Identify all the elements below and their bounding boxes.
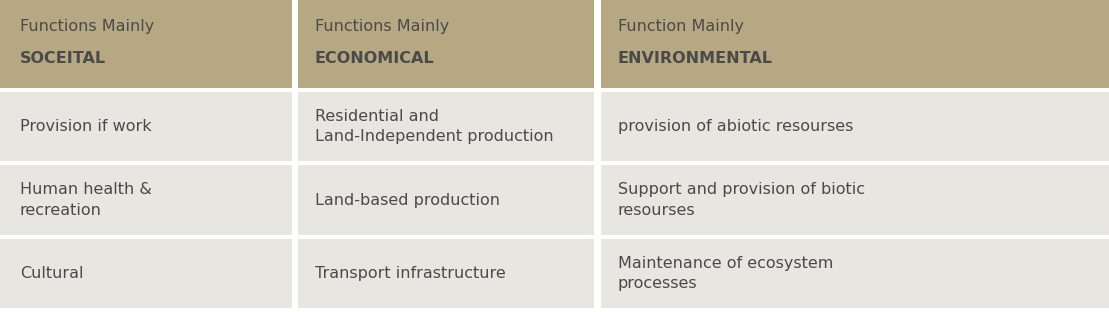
- Text: Residential and
Land-Independent production: Residential and Land-Independent product…: [315, 109, 553, 144]
- Bar: [0, 165, 1109, 235]
- Bar: [0, 308, 1109, 312]
- Bar: [0, 0, 1109, 88]
- Text: ENVIRONMENTAL: ENVIRONMENTAL: [618, 51, 773, 66]
- Text: Land-based production: Land-based production: [315, 193, 500, 207]
- Text: Cultural: Cultural: [20, 266, 83, 281]
- Text: Support and provision of biotic
resourses: Support and provision of biotic resourse…: [618, 182, 865, 218]
- Text: Human health &
recreation: Human health & recreation: [20, 182, 152, 218]
- Bar: [0, 88, 1109, 92]
- Bar: [0, 92, 1109, 161]
- Bar: [0, 161, 1109, 165]
- Text: Functions Mainly: Functions Mainly: [20, 19, 154, 34]
- Bar: [0, 235, 1109, 239]
- Text: Transport infrastructure: Transport infrastructure: [315, 266, 506, 281]
- Text: SOCEITAL: SOCEITAL: [20, 51, 106, 66]
- Bar: [594, 0, 601, 312]
- Bar: [292, 0, 298, 312]
- Text: provision of abiotic resourses: provision of abiotic resourses: [618, 119, 853, 134]
- Text: ECONOMICAL: ECONOMICAL: [315, 51, 435, 66]
- Text: Provision if work: Provision if work: [20, 119, 152, 134]
- Bar: [0, 239, 1109, 308]
- Text: Function Mainly: Function Mainly: [618, 19, 744, 34]
- Text: Functions Mainly: Functions Mainly: [315, 19, 449, 34]
- Text: Maintenance of ecosystem
processes: Maintenance of ecosystem processes: [618, 256, 833, 291]
